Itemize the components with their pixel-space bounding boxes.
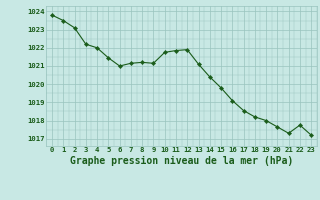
X-axis label: Graphe pression niveau de la mer (hPa): Graphe pression niveau de la mer (hPa) <box>70 156 293 166</box>
